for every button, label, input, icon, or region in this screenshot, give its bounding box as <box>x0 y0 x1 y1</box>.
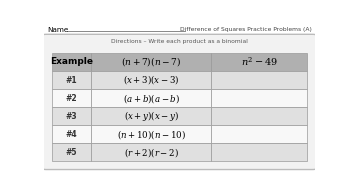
Bar <box>211 125 307 143</box>
Bar <box>211 53 307 71</box>
Bar <box>52 107 91 125</box>
Bar <box>52 71 91 89</box>
Bar <box>52 125 91 143</box>
Bar <box>52 89 91 107</box>
Text: Name: Name <box>47 27 69 33</box>
Bar <box>91 143 211 161</box>
Text: $(x + 3)(x - 3)$: $(x + 3)(x - 3)$ <box>123 74 180 86</box>
Bar <box>211 143 307 161</box>
Text: Directions – Write each product as a binomial: Directions – Write each product as a bin… <box>111 39 248 44</box>
Text: Example: Example <box>50 58 93 66</box>
Bar <box>91 107 211 125</box>
Bar <box>211 107 307 125</box>
Text: $(x + y)(x - y)$: $(x + y)(x - y)$ <box>124 109 179 123</box>
Bar <box>52 143 91 161</box>
Text: #5: #5 <box>66 148 77 157</box>
Text: #2: #2 <box>66 94 77 103</box>
Text: #4: #4 <box>66 130 77 139</box>
Text: $(n + 10)(n - 10)$: $(n + 10)(n - 10)$ <box>117 128 186 141</box>
Bar <box>91 125 211 143</box>
Text: $(a + b)(a - b)$: $(a + b)(a - b)$ <box>123 92 180 105</box>
Bar <box>91 53 211 71</box>
Text: #3: #3 <box>66 112 77 121</box>
Text: #1: #1 <box>66 75 77 85</box>
Bar <box>211 71 307 89</box>
Bar <box>211 89 307 107</box>
Text: $(r + 2)(r - 2)$: $(r + 2)(r - 2)$ <box>124 146 179 159</box>
FancyBboxPatch shape <box>40 34 319 169</box>
Bar <box>52 53 91 71</box>
Bar <box>91 71 211 89</box>
Text: Difference of Squares Practice Problems (A): Difference of Squares Practice Problems … <box>180 27 312 32</box>
Bar <box>91 89 211 107</box>
Text: $n^2 - 49$: $n^2 - 49$ <box>241 56 278 68</box>
Text: $(n + 7)(n - 7)$: $(n + 7)(n - 7)$ <box>121 55 182 68</box>
